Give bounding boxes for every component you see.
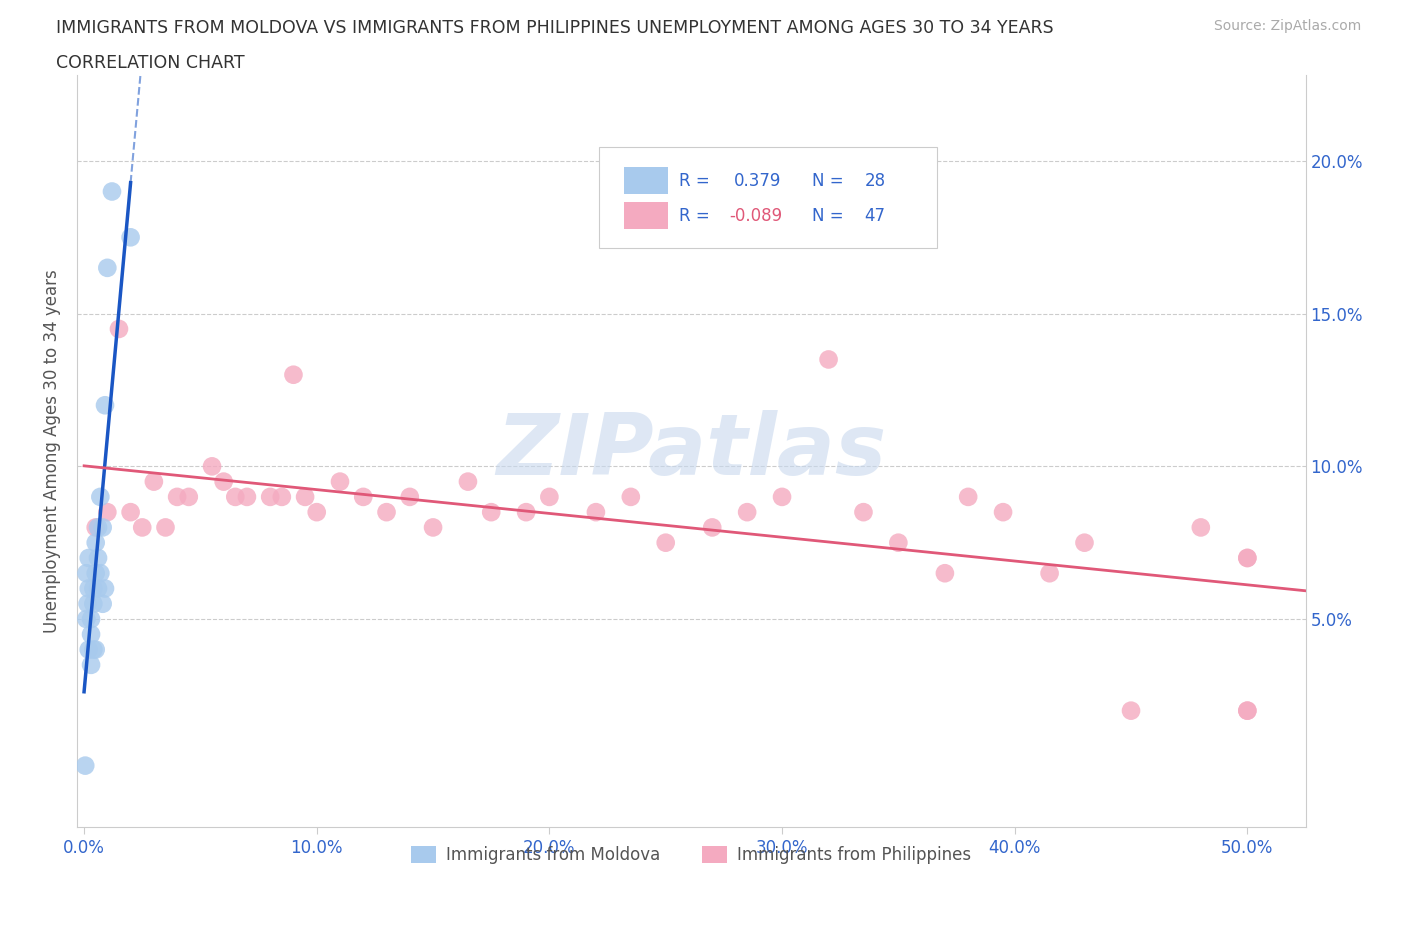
Text: ZIPatlas: ZIPatlas — [496, 409, 886, 493]
Point — [87, 551, 110, 565]
Point — [131, 520, 153, 535]
Text: N =: N = — [811, 172, 849, 190]
Point — [87, 520, 110, 535]
Point — [224, 489, 246, 504]
Point — [120, 230, 142, 245]
Point — [1073, 536, 1095, 551]
Point — [94, 581, 117, 596]
Point — [84, 642, 107, 657]
Point — [259, 489, 281, 504]
Text: -0.089: -0.089 — [730, 207, 783, 225]
Point — [1039, 565, 1062, 580]
Text: IMMIGRANTS FROM MOLDOVA VS IMMIGRANTS FROM PHILIPPINES UNEMPLOYMENT AMONG AGES 3: IMMIGRANTS FROM MOLDOVA VS IMMIGRANTS FR… — [56, 19, 1054, 36]
Point — [155, 520, 177, 535]
Point — [585, 505, 607, 520]
Point — [75, 612, 97, 627]
Point — [77, 642, 100, 657]
Point — [87, 581, 110, 596]
Point — [96, 260, 118, 275]
Point — [91, 596, 114, 611]
Point — [957, 489, 980, 504]
FancyBboxPatch shape — [599, 147, 936, 248]
Point — [82, 596, 104, 611]
Point — [735, 505, 758, 520]
Point — [82, 642, 104, 657]
Point — [80, 658, 103, 672]
Point — [120, 505, 142, 520]
Point — [329, 474, 352, 489]
Point — [82, 581, 104, 596]
Point — [1236, 703, 1258, 718]
Point — [212, 474, 235, 489]
Text: Source: ZipAtlas.com: Source: ZipAtlas.com — [1213, 19, 1361, 33]
Point — [201, 458, 224, 473]
Point — [817, 352, 839, 367]
Point — [101, 184, 124, 199]
Point — [1236, 703, 1258, 718]
Point — [80, 627, 103, 642]
Point — [75, 565, 97, 580]
Point — [108, 322, 131, 337]
Point — [887, 536, 910, 551]
Point — [398, 489, 420, 504]
Point — [77, 581, 100, 596]
Point — [270, 489, 292, 504]
Point — [515, 505, 537, 520]
FancyBboxPatch shape — [624, 167, 668, 194]
Point — [457, 474, 479, 489]
Point — [375, 505, 398, 520]
Point — [1236, 551, 1258, 565]
Point — [620, 489, 643, 504]
Text: 47: 47 — [865, 207, 886, 225]
Point — [89, 489, 111, 504]
Point — [852, 505, 875, 520]
Point — [166, 489, 188, 504]
Point — [75, 758, 97, 773]
Text: 0.379: 0.379 — [734, 172, 782, 190]
Point — [1119, 703, 1142, 718]
Point — [294, 489, 316, 504]
Point — [177, 489, 200, 504]
Point — [96, 505, 118, 520]
Text: R =: R = — [679, 207, 716, 225]
Point — [84, 565, 107, 580]
Text: N =: N = — [811, 207, 849, 225]
Text: R =: R = — [679, 172, 716, 190]
FancyBboxPatch shape — [624, 203, 668, 230]
Point — [1189, 520, 1212, 535]
Point — [76, 596, 98, 611]
Point — [283, 367, 305, 382]
Point — [305, 505, 328, 520]
Point — [142, 474, 165, 489]
Text: CORRELATION CHART: CORRELATION CHART — [56, 54, 245, 72]
Point — [84, 536, 107, 551]
Point — [77, 551, 100, 565]
Point — [236, 489, 259, 504]
Point — [654, 536, 676, 551]
Point — [702, 520, 724, 535]
Point — [770, 489, 793, 504]
Text: 28: 28 — [865, 172, 886, 190]
Point — [84, 520, 107, 535]
Point — [422, 520, 444, 535]
Point — [94, 398, 117, 413]
Legend: Immigrants from Moldova, Immigrants from Philippines: Immigrants from Moldova, Immigrants from… — [405, 840, 979, 871]
Point — [1236, 551, 1258, 565]
Point — [352, 489, 374, 504]
Point — [991, 505, 1014, 520]
Point — [934, 565, 956, 580]
Point — [479, 505, 502, 520]
Point — [80, 612, 103, 627]
Point — [91, 520, 114, 535]
Y-axis label: Unemployment Among Ages 30 to 34 years: Unemployment Among Ages 30 to 34 years — [44, 269, 60, 633]
Point — [89, 565, 111, 580]
Point — [538, 489, 561, 504]
